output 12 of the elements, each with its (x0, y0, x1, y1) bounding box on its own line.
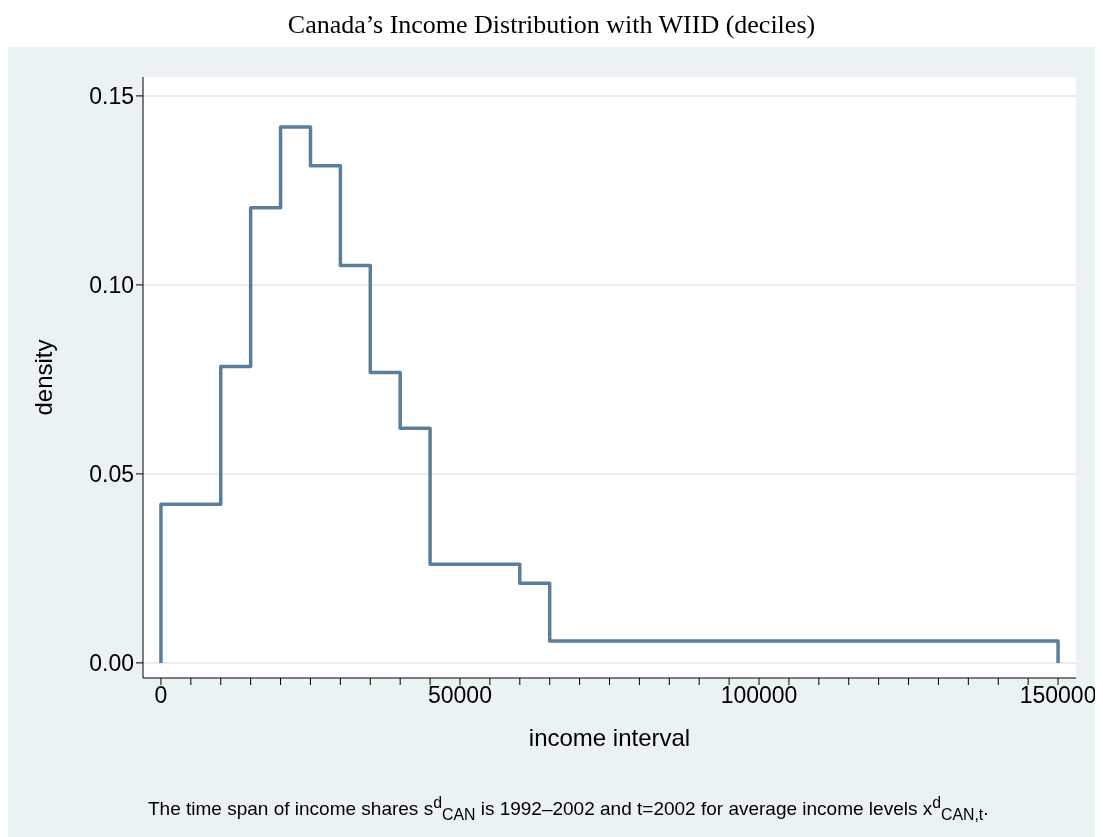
x-axis-title: income interval (528, 724, 691, 751)
y-tick-label: 0.10 (89, 272, 134, 299)
x-tick-label: 100000 (720, 682, 798, 709)
y-tick-label: 0.15 (89, 83, 134, 110)
text: The time span of income shares s$^{d}$$_{CAN}$ is 1992–2002 and t=2002 for average income levels x$^{d}$$_{CAN,t}$. (147, 793, 990, 825)
x-tick-label: 150000 (1019, 682, 1097, 709)
y-axis-title: density (29, 339, 57, 416)
y-tick-label: 0.00 (89, 650, 134, 677)
x-tick-label: 0 (154, 682, 168, 709)
x-tick-label: 50000 (428, 682, 492, 709)
y-tick-label: 0.05 (89, 461, 134, 488)
chart-title: Canada’s Income Distribution with WIID (deciles) (286, 9, 817, 41)
